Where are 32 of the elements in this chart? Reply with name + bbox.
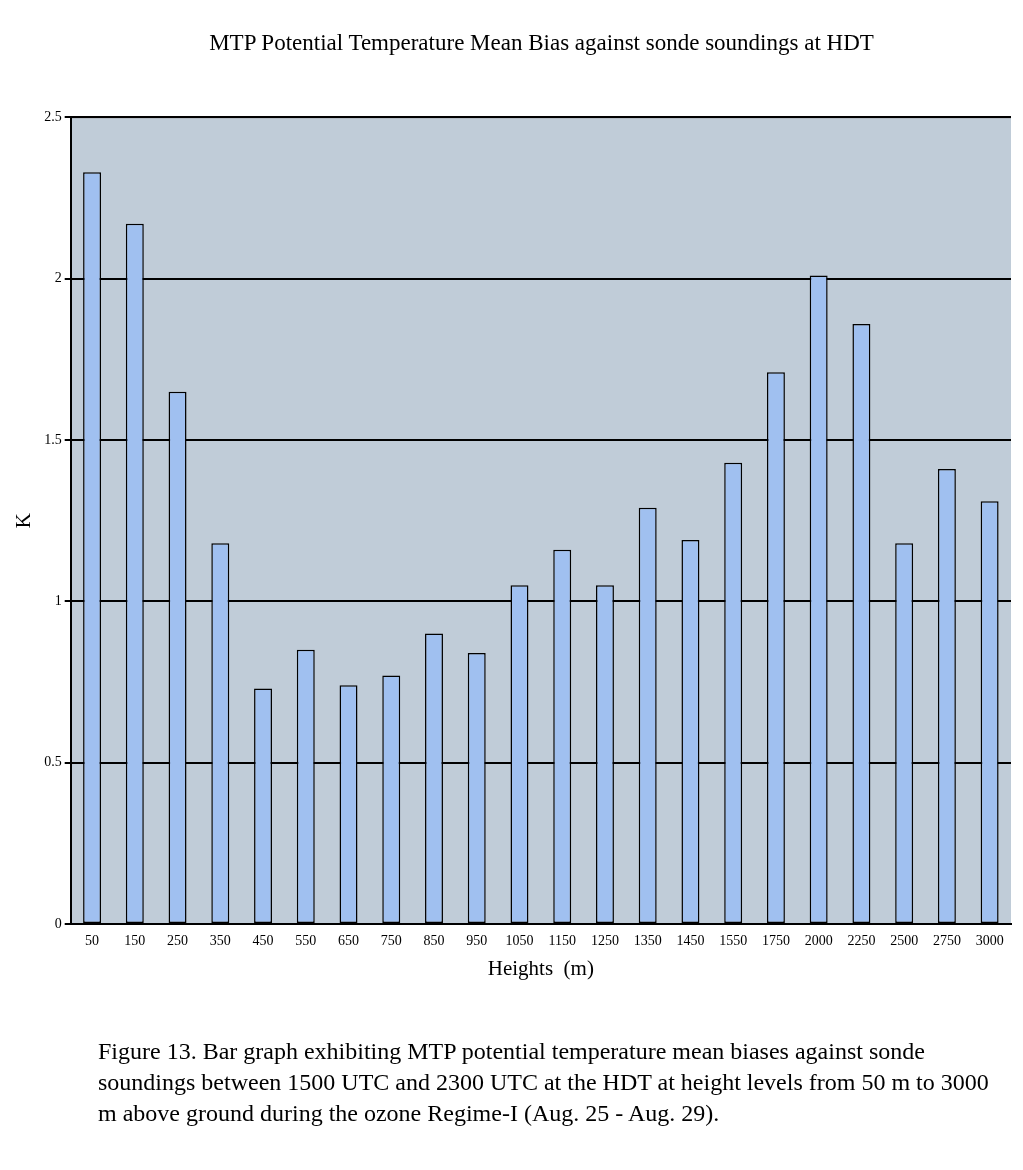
y-axis-title: K [11, 513, 36, 529]
x-tick-label: 2250 [847, 933, 876, 949]
y-tick-label: 2 [54, 270, 62, 286]
caption: Figure 13. Bar graph exhibiting MTP potential temperature mean biases against sonde soundings between 1500 UTC and 2300 UTC at the HDT at height levels from 50 m to 3000 m above ground during the ozone Regime-I (Aug. 25 - Aug. 29). [98, 1037, 990, 1129]
x-tick-label: 250 [167, 933, 189, 949]
x-tick-label: 3000 [975, 933, 1004, 949]
x-tick-label: 2000 [804, 933, 833, 949]
chart-title: MTP Potential Temperature Mean Bias against sonde soundings at HDT [208, 30, 875, 56]
x-tick-label: 1350 [633, 933, 662, 949]
x-tick-label: 2750 [932, 933, 961, 949]
x-tick-label: 850 [423, 933, 445, 949]
x-tick-label: 550 [295, 933, 317, 949]
x-tick-label: 1250 [590, 933, 619, 949]
y-tick-label: 0.5 [44, 754, 62, 770]
x-tick-label: 1550 [719, 933, 748, 949]
x-tick-label: 950 [466, 933, 488, 949]
x-tick-label: 50 [85, 933, 100, 949]
x-tick-label: 1150 [548, 933, 576, 949]
x-axis-title: Heights (m) [487, 955, 594, 980]
y-tick-label: 1.5 [44, 431, 62, 447]
x-tick-label: 2500 [890, 933, 919, 949]
x-tick-label: 1750 [761, 933, 790, 949]
x-tick-label: 350 [209, 933, 231, 949]
y-tick-label: 2.5 [44, 109, 62, 125]
x-tick-label: 1450 [676, 933, 705, 949]
x-tick-label: 1050 [505, 933, 534, 949]
y-tick-label: 1 [54, 593, 62, 609]
x-tick-label: 750 [380, 933, 402, 949]
x-tick-label: 450 [252, 933, 274, 949]
x-tick-label: 150 [124, 933, 146, 949]
y-tick-label: 0 [54, 915, 62, 931]
x-tick-label: 650 [338, 933, 360, 949]
